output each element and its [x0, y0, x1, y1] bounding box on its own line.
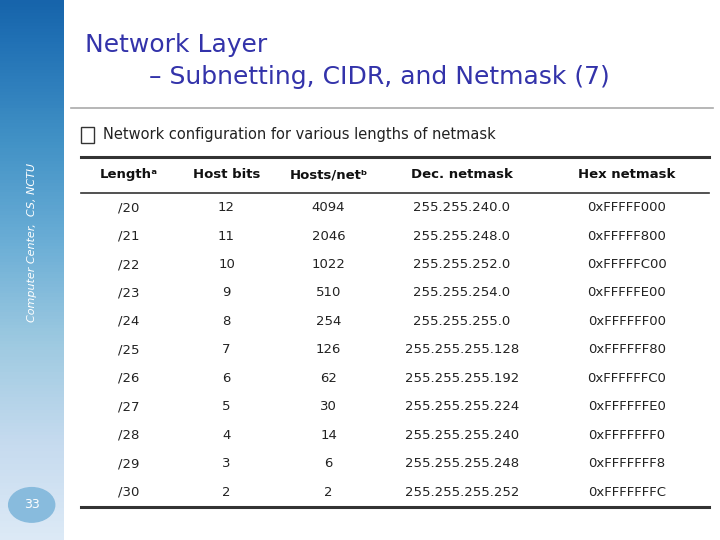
- Text: 12: 12: [218, 201, 235, 214]
- Text: 255.255.252.0: 255.255.252.0: [413, 258, 510, 271]
- Text: Network configuration for various lengths of netmask: Network configuration for various length…: [103, 127, 495, 143]
- Text: Hosts/netᵇ: Hosts/netᵇ: [289, 168, 368, 181]
- Text: 255.255.255.240: 255.255.255.240: [405, 429, 519, 442]
- Text: /22: /22: [117, 258, 139, 271]
- Text: – Subnetting, CIDR, and Netmask (7): – Subnetting, CIDR, and Netmask (7): [85, 65, 610, 89]
- Text: 255.255.248.0: 255.255.248.0: [413, 230, 510, 242]
- Text: 0xFFFFFE00: 0xFFFFFE00: [588, 287, 666, 300]
- Text: 0xFFFFF000: 0xFFFFF000: [588, 201, 666, 214]
- Text: /26: /26: [118, 372, 139, 385]
- Text: 1022: 1022: [312, 258, 346, 271]
- Text: 8: 8: [222, 315, 230, 328]
- Text: 0xFFFFFFFC: 0xFFFFFFFC: [588, 486, 666, 499]
- Text: 2: 2: [324, 486, 333, 499]
- Text: 255.255.240.0: 255.255.240.0: [413, 201, 510, 214]
- Text: 33: 33: [24, 498, 40, 511]
- Text: 0xFFFFF800: 0xFFFFF800: [588, 230, 666, 242]
- Text: 255.255.255.248: 255.255.255.248: [405, 457, 519, 470]
- Text: 7: 7: [222, 343, 231, 356]
- Text: 255.255.255.224: 255.255.255.224: [405, 400, 519, 413]
- Text: 14: 14: [320, 429, 337, 442]
- Text: 0xFFFFFF00: 0xFFFFFF00: [588, 315, 666, 328]
- Text: Hex netmask: Hex netmask: [578, 168, 675, 181]
- Text: 9: 9: [222, 287, 230, 300]
- Text: Network Layer: Network Layer: [85, 33, 267, 57]
- Text: Host bits: Host bits: [193, 168, 260, 181]
- Text: 11: 11: [218, 230, 235, 242]
- Text: Dec. netmask: Dec. netmask: [411, 168, 513, 181]
- Text: 3: 3: [222, 457, 231, 470]
- Text: 6: 6: [325, 457, 333, 470]
- Text: 255.255.254.0: 255.255.254.0: [413, 287, 510, 300]
- Text: 4: 4: [222, 429, 230, 442]
- Text: 0xFFFFFFF8: 0xFFFFFFF8: [588, 457, 665, 470]
- Text: 254: 254: [316, 315, 341, 328]
- Text: 255.255.255.252: 255.255.255.252: [405, 486, 519, 499]
- Text: /24: /24: [118, 315, 139, 328]
- Text: /28: /28: [118, 429, 139, 442]
- Text: 126: 126: [316, 343, 341, 356]
- Text: /21: /21: [117, 230, 139, 242]
- Text: 255.255.255.128: 255.255.255.128: [405, 343, 519, 356]
- Text: 0xFFFFFFF0: 0xFFFFFFF0: [588, 429, 665, 442]
- Text: /27: /27: [117, 400, 139, 413]
- Text: /30: /30: [118, 486, 139, 499]
- Text: /23: /23: [117, 287, 139, 300]
- Text: 255.255.255.0: 255.255.255.0: [413, 315, 510, 328]
- Text: 5: 5: [222, 400, 231, 413]
- Text: 30: 30: [320, 400, 337, 413]
- Text: /25: /25: [117, 343, 139, 356]
- Text: Lengthᵃ: Lengthᵃ: [99, 168, 158, 181]
- Text: 6: 6: [222, 372, 230, 385]
- Text: 0xFFFFFFC0: 0xFFFFFFC0: [588, 372, 666, 385]
- Text: Computer Center,  CS, NCTU: Computer Center, CS, NCTU: [27, 164, 37, 322]
- Text: /20: /20: [118, 201, 139, 214]
- Text: 4094: 4094: [312, 201, 346, 214]
- Text: 2046: 2046: [312, 230, 346, 242]
- Text: 255.255.255.192: 255.255.255.192: [405, 372, 519, 385]
- Text: 0xFFFFFFE0: 0xFFFFFFE0: [588, 400, 666, 413]
- Text: 62: 62: [320, 372, 337, 385]
- Text: 2: 2: [222, 486, 231, 499]
- Text: 0xFFFFFC00: 0xFFFFFC00: [587, 258, 667, 271]
- Text: 0xFFFFFF80: 0xFFFFFF80: [588, 343, 666, 356]
- Text: 510: 510: [316, 287, 341, 300]
- Text: /29: /29: [118, 457, 139, 470]
- Text: 10: 10: [218, 258, 235, 271]
